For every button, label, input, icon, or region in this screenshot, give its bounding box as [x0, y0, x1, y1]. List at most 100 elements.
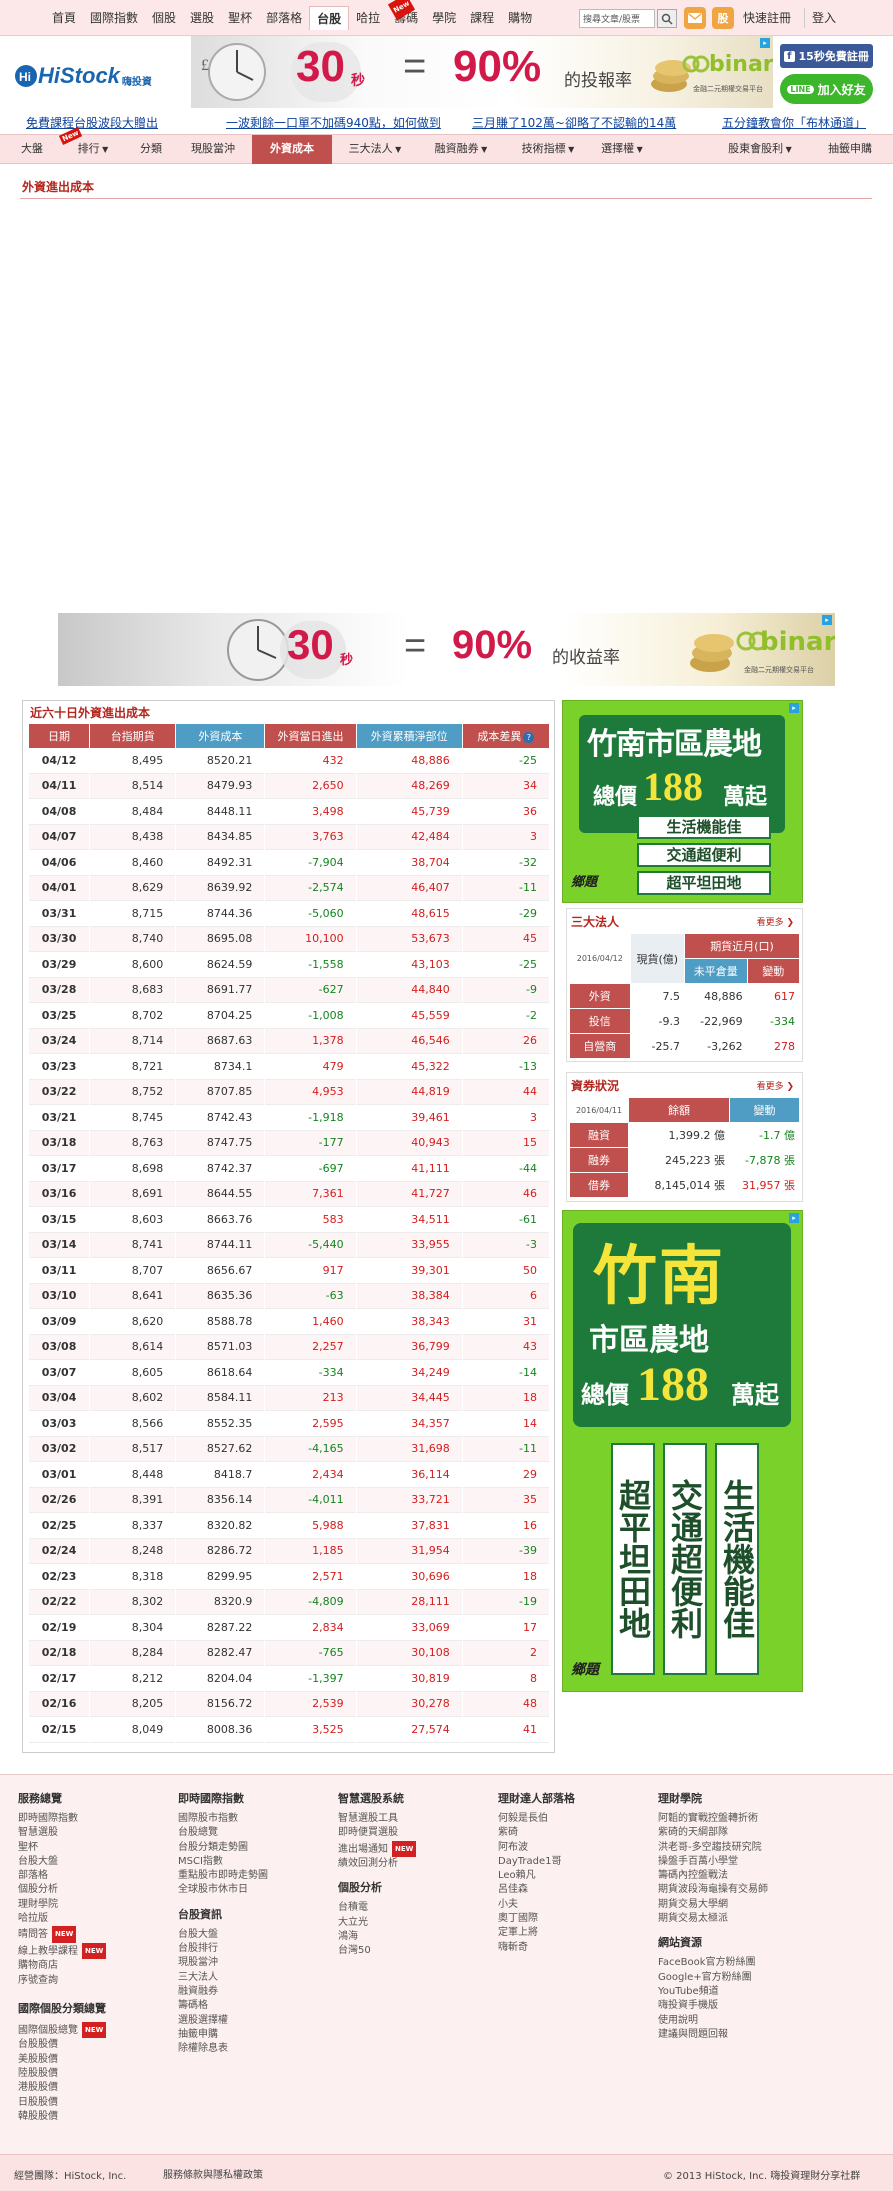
subnav-dividend[interactable]: 股東會股利 ▼: [718, 135, 802, 164]
footer-link[interactable]: 操盤手百萬小學堂: [658, 1855, 738, 1867]
footer-link[interactable]: 港股股價: [18, 2082, 58, 2094]
footer-link[interactable]: 抽籤申購: [178, 2028, 218, 2040]
footer-link[interactable]: 美股股價: [18, 2053, 58, 2065]
footer-link[interactable]: 線上教學課程 NEW: [18, 1942, 107, 1960]
footer-link[interactable]: 陸股股價: [18, 2068, 58, 2080]
footer-link[interactable]: DayTrade1哥: [498, 1855, 562, 1867]
footer-link[interactable]: 阿韜的實戰控盤轉折術: [658, 1813, 758, 1824]
topnav-home[interactable]: 首頁: [52, 11, 77, 25]
marquee-link[interactable]: 五分鐘教會你「布林通道」: [722, 116, 867, 130]
topnav-blog[interactable]: 部落格: [266, 11, 303, 25]
subnav-technical[interactable]: 技術指標 ▼: [508, 135, 588, 164]
footer-link[interactable]: Google+官方粉絲團: [658, 1971, 752, 1983]
footer-link[interactable]: 除權除息表: [178, 2043, 228, 2055]
footer-link[interactable]: 哈拉版: [18, 1913, 48, 1925]
marquee-link[interactable]: 免費課程台股波段大贈出: [26, 116, 159, 130]
footer-link[interactable]: 績效回測分析: [338, 1858, 398, 1870]
topnav-academy[interactable]: 學院: [432, 11, 457, 25]
footer-link[interactable]: 全球股市休市日: [178, 1884, 248, 1896]
binary-ad-banner[interactable]: £ 30 秒 = 90% 的投報率 binary 金融二元期權交易平台 ▸: [191, 36, 773, 108]
stock-icon[interactable]: 股: [712, 7, 734, 29]
subnav-options[interactable]: 選擇權 ▼: [594, 135, 650, 164]
subnav-ipo-lottery[interactable]: 抽籤申購: [828, 142, 872, 155]
footer-link[interactable]: FaceBook官方粉絲團: [658, 1957, 756, 1969]
topnav-intl-index[interactable]: 國際指數: [90, 11, 139, 25]
footer-link[interactable]: 台股大盤: [18, 1855, 58, 1867]
terms-link[interactable]: 服務條款與隱私權政策: [163, 2170, 263, 2181]
search-input[interactable]: 搜尋文章/股票: [579, 9, 655, 28]
footer-link[interactable]: 日股股價: [18, 2096, 58, 2108]
histock-logo[interactable]: Hi HiStock 嗨投資: [14, 52, 164, 100]
farmland-ad-large[interactable]: ▸ 竹南 市區農地 總價 188 萬起 超平坦田地 交通超便利 生活機能佳 鄉題: [562, 1210, 803, 1692]
footer-link[interactable]: 嗨投資手機版: [658, 2000, 718, 2012]
footer-link[interactable]: 台股排行: [178, 1943, 218, 1955]
footer-link[interactable]: 現股當沖: [178, 1957, 218, 1969]
topnav-shop[interactable]: 購物: [508, 11, 533, 25]
footer-link[interactable]: 國際個股總覽 NEW: [18, 2022, 107, 2039]
footer-link[interactable]: MSCI指數: [178, 1855, 223, 1867]
facebook-register-button[interactable]: f 15秒免費註冊: [780, 44, 873, 68]
footer-link[interactable]: 奧丁國際: [498, 1913, 538, 1925]
footer-link[interactable]: 嗨斬奇: [498, 1941, 528, 1953]
subnav-institutional[interactable]: 三大法人 ▼: [340, 135, 410, 164]
footer-link[interactable]: 晴問答 NEW: [18, 1926, 106, 1943]
adchoices-icon[interactable]: ▸: [760, 38, 770, 48]
footer-link[interactable]: 籌碼內控盤戰法: [658, 1870, 728, 1882]
footer-link[interactable]: 何毅是長伯: [498, 1813, 548, 1824]
footer-link[interactable]: 小夫: [498, 1898, 518, 1910]
footer-link[interactable]: 台灣50: [338, 1945, 371, 1957]
footer-link[interactable]: 韓股股價: [18, 2110, 58, 2122]
footer-link[interactable]: 進出場通知 NEW: [338, 1840, 417, 1857]
topnav-courses[interactable]: 課程: [470, 11, 495, 25]
footer-link[interactable]: 使用說明: [658, 2014, 698, 2026]
adchoices-icon[interactable]: ▸: [822, 615, 832, 625]
adchoices-icon[interactable]: ▸: [789, 703, 799, 713]
footer-link[interactable]: 重點股市即時走勢圖: [178, 1870, 268, 1882]
footer-link[interactable]: 融資融券: [178, 1985, 218, 1997]
topnav-chips[interactable]: New 籌碼: [387, 0, 425, 30]
footer-link[interactable]: Leo賴凡: [498, 1870, 536, 1882]
marquee-link[interactable]: 一波剩餘一口單不加碼940點，如何做到: [226, 116, 441, 130]
footer-link[interactable]: 台積電: [338, 1902, 368, 1914]
footer-link[interactable]: 選股選擇權: [178, 2014, 228, 2026]
topnav-hala[interactable]: 哈拉: [356, 11, 381, 25]
footer-link[interactable]: 大立光: [338, 1916, 368, 1928]
footer-link[interactable]: 洪老哥-多空趨技研究院: [658, 1841, 762, 1853]
footer-link[interactable]: 期貨波段海龜操有交易師: [658, 1884, 768, 1896]
footer-link[interactable]: 台股分類走勢圖: [178, 1841, 248, 1853]
footer-link[interactable]: 理財學院: [18, 1898, 58, 1910]
line-add-friend-button[interactable]: LINE 加入好友: [780, 74, 873, 104]
login-link[interactable]: 登入: [812, 11, 837, 25]
footer-link[interactable]: 購物商店: [18, 1960, 58, 1972]
topnav-grail[interactable]: 聖杯: [228, 11, 253, 25]
footer-link[interactable]: 即時便買選股: [338, 1827, 398, 1839]
footer-link[interactable]: 鴻海: [338, 1930, 358, 1942]
footer-link[interactable]: 期貨交易太極派: [658, 1913, 728, 1925]
subnav-market[interactable]: 大盤: [21, 142, 43, 155]
footer-link[interactable]: YouTube頻道: [658, 1985, 719, 1997]
footer-link[interactable]: 阿布波: [498, 1841, 528, 1853]
topnav-stock[interactable]: 個股: [152, 11, 177, 25]
binary-ad-banner-2[interactable]: 30 秒 = 90% 的收益率 binary 金融二元期權交易平台 ▸: [58, 613, 835, 686]
farmland-ad-small[interactable]: ▸ 竹南市區農地 總價 188 萬起 生活機能佳 交通超便利 超平坦田地 鄉題: [562, 700, 803, 903]
footer-link[interactable]: 籌碼格: [178, 2000, 208, 2012]
footer-link[interactable]: 台股總覽: [178, 1827, 218, 1839]
institutional-more-link[interactable]: 看更多 ❯: [757, 915, 794, 928]
margin-more-link[interactable]: 看更多 ❯: [757, 1079, 794, 1092]
footer-link[interactable]: 台股股價: [18, 2039, 58, 2051]
footer-link[interactable]: 紫碕: [498, 1827, 518, 1839]
subnav-foreign-cost[interactable]: 外資成本: [252, 135, 332, 164]
footer-link[interactable]: 智慧選股: [18, 1827, 58, 1839]
footer-link[interactable]: 個股分析: [18, 1884, 58, 1896]
footer-link[interactable]: 序號查詢: [18, 1974, 58, 1986]
subnav-category[interactable]: 分類: [140, 142, 162, 155]
subnav-ranking[interactable]: 排行 ▼ New: [58, 127, 128, 164]
footer-link[interactable]: 定軍上將: [498, 1927, 538, 1939]
topnav-screener[interactable]: 選股: [190, 11, 215, 25]
register-link[interactable]: 快速註冊: [743, 11, 792, 25]
footer-link[interactable]: 紫碕的天綱部隊: [658, 1827, 728, 1839]
marquee-link[interactable]: 三月賺了102萬~卻略了不認輸的14萬: [472, 116, 677, 130]
footer-link[interactable]: 即時國際指數: [18, 1813, 78, 1824]
footer-link[interactable]: 智慧選股工具: [338, 1813, 398, 1824]
subnav-margin[interactable]: 融資融券 ▼: [422, 135, 500, 164]
